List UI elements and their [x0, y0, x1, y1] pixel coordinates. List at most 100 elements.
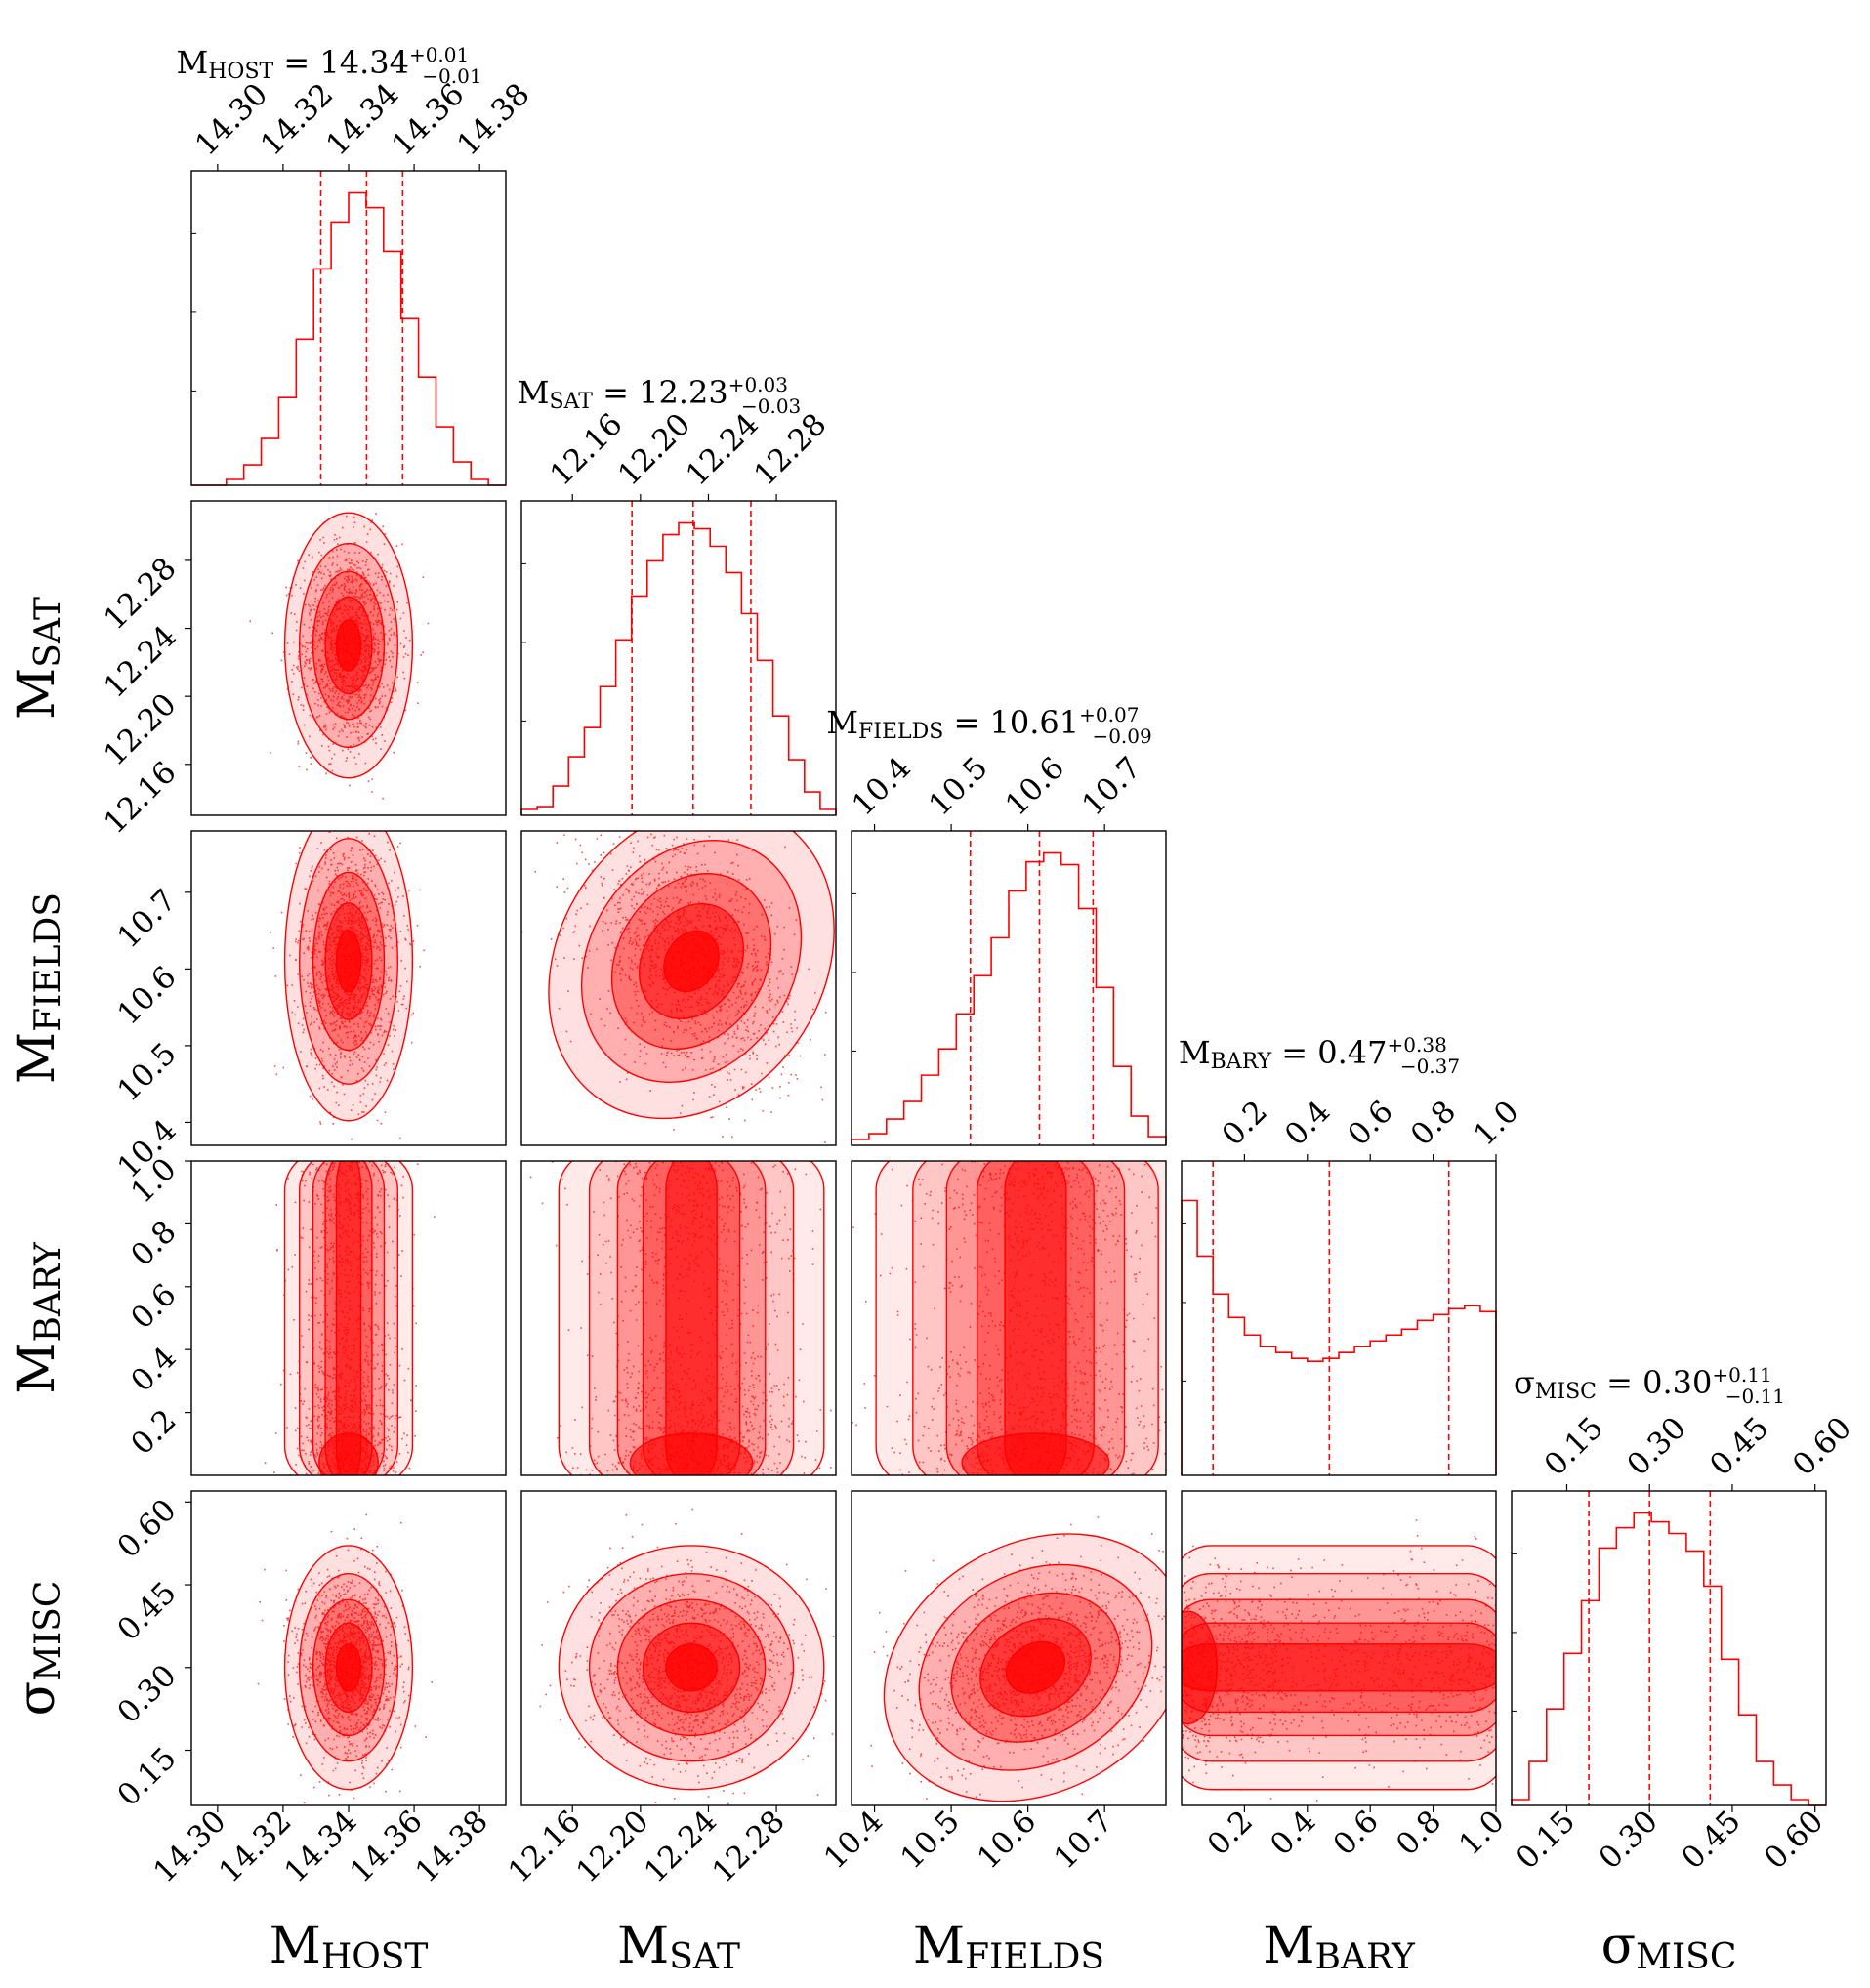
top-tick-label: 1.0	[1467, 1094, 1525, 1152]
panel-frame	[851, 830, 1167, 1146]
contour-peak	[629, 1432, 754, 1475]
xaxis-label-host: MHOST	[270, 1917, 429, 1977]
top-tick-label: 12.24	[680, 406, 766, 492]
ytick-label: 0.60	[110, 1492, 183, 1564]
panel-fields-vs-bary	[851, 1160, 1167, 1476]
ytick-label: 10.6	[110, 960, 183, 1032]
xtick-label: 10.4	[817, 1803, 890, 1876]
contour-level	[665, 1161, 718, 1475]
title-misc: σMISC = 0.30+0.11 −0.11	[1514, 1363, 1785, 1408]
xtick-label: 1.0	[1452, 1803, 1511, 1862]
hist-panel-bary	[1181, 1160, 1497, 1476]
top-tick-label: 0.4	[1278, 1094, 1337, 1152]
density-3-0	[264, 1161, 436, 1475]
title-sat: MSAT = 12.23+0.03 −0.03	[518, 373, 802, 418]
top-tick-label: 14.34	[319, 76, 405, 162]
contour-level	[665, 1643, 718, 1692]
title-fields: MFIELDS = 10.61+0.07 −0.09	[826, 703, 1151, 748]
panel-host-vs-bary	[190, 1160, 507, 1476]
top-tick-label: 0.8	[1404, 1094, 1463, 1152]
density-4-2	[870, 1516, 1166, 1802]
density-3-2	[852, 1161, 1166, 1475]
panel-frame	[520, 830, 837, 1146]
xtick-label: 12.16	[502, 1803, 588, 1889]
contour-peak	[318, 1432, 379, 1475]
panel-sat-vs-fields	[520, 830, 837, 1146]
ytick-label: 0.30	[110, 1658, 183, 1730]
panel-frame	[190, 830, 507, 1146]
histogram-sat	[520, 521, 837, 815]
ytick-label: 0.2	[124, 1403, 183, 1462]
panel-frame	[851, 1160, 1167, 1476]
density-4-0	[257, 1513, 433, 1804]
yaxis-label-fields: MFIELDS	[8, 892, 68, 1084]
histogram-bary	[1181, 1199, 1497, 1475]
density-1-0	[249, 512, 430, 800]
xtick-label: 12.28	[706, 1803, 792, 1889]
density-2-0	[270, 831, 425, 1140]
hist-panel-sat	[520, 500, 837, 816]
contour-level	[1182, 1643, 1496, 1692]
contour-level	[335, 619, 362, 672]
ytick-label: 0.6	[124, 1277, 183, 1336]
top-tick-label: 0.15	[1538, 1410, 1610, 1482]
top-tick-label: 0.6	[1341, 1094, 1399, 1152]
xtick-label: 0.60	[1758, 1803, 1830, 1876]
xaxis-label-misc: σMISC	[1601, 1917, 1737, 1977]
contour-peak	[961, 1432, 1110, 1475]
xtick-label: 0.6	[1327, 1803, 1386, 1862]
xtick-label: 14.32	[212, 1803, 298, 1889]
xtick-label: 14.36	[344, 1803, 430, 1889]
xtick-label: 14.30	[146, 1803, 232, 1889]
panel-frame	[190, 1160, 507, 1476]
top-tick-label: 0.45	[1703, 1410, 1775, 1482]
yaxis-label-misc: σMISC	[8, 1581, 68, 1717]
hist-panel-fields	[851, 830, 1167, 1146]
hist-panel-host	[190, 170, 507, 486]
top-tick-label: 12.16	[543, 406, 629, 492]
density-4-3	[1182, 1519, 1496, 1802]
xtick-label: 10.7	[1048, 1803, 1120, 1876]
ytick-label: 12.20	[97, 686, 183, 772]
top-tick-label: 14.32	[254, 76, 340, 162]
contour-peak	[1182, 1610, 1219, 1725]
panel-frame	[851, 1490, 1167, 1806]
top-tick-label: 10.5	[922, 750, 994, 822]
title-bary: MBARY = 0.47+0.38 −0.37	[1179, 1033, 1460, 1078]
xtick-label: 14.38	[409, 1803, 495, 1889]
xtick-label: 12.20	[569, 1803, 655, 1889]
ytick-label: 0.4	[124, 1340, 183, 1398]
panel-frame	[1181, 1160, 1497, 1476]
histogram-host	[191, 191, 506, 486]
xaxis-label-fields: MFIELDS	[913, 1917, 1104, 1977]
contour-level	[663, 930, 720, 993]
xtick-label: 0.15	[1510, 1803, 1582, 1876]
yaxis-label-bary: MBARY	[8, 1241, 68, 1394]
top-tick-label: 14.38	[450, 76, 536, 162]
ytick-label: 0.8	[124, 1215, 183, 1273]
panel-sat-vs-bary	[520, 1160, 837, 1476]
panel-host-vs-misc	[190, 1490, 507, 1806]
xtick-label: 0.2	[1201, 1803, 1260, 1862]
top-tick-label: 10.4	[846, 750, 918, 822]
top-tick-label: 0.30	[1620, 1410, 1692, 1482]
xtick-label: 10.6	[971, 1803, 1043, 1876]
ytick-label: 12.28	[97, 551, 183, 637]
panel-sat-vs-misc	[520, 1490, 837, 1806]
yaxis-label-sat: MSAT	[8, 597, 68, 720]
contour-level	[335, 1643, 362, 1692]
ytick-label: 12.16	[97, 755, 183, 841]
density-3-1	[529, 1161, 836, 1475]
top-tick-label: 0.2	[1216, 1094, 1274, 1152]
panel-frame	[520, 500, 837, 816]
panel-frame	[1511, 1490, 1827, 1806]
histogram-fields	[851, 851, 1167, 1145]
top-tick-label: 0.60	[1786, 1410, 1858, 1482]
panel-host-vs-sat	[190, 500, 507, 816]
panel-host-vs-fields	[190, 830, 507, 1146]
xtick-label: 12.24	[638, 1803, 724, 1889]
xtick-label: 0.4	[1264, 1803, 1322, 1862]
density-4-1	[539, 1508, 835, 1805]
contour-level	[1005, 1640, 1065, 1694]
